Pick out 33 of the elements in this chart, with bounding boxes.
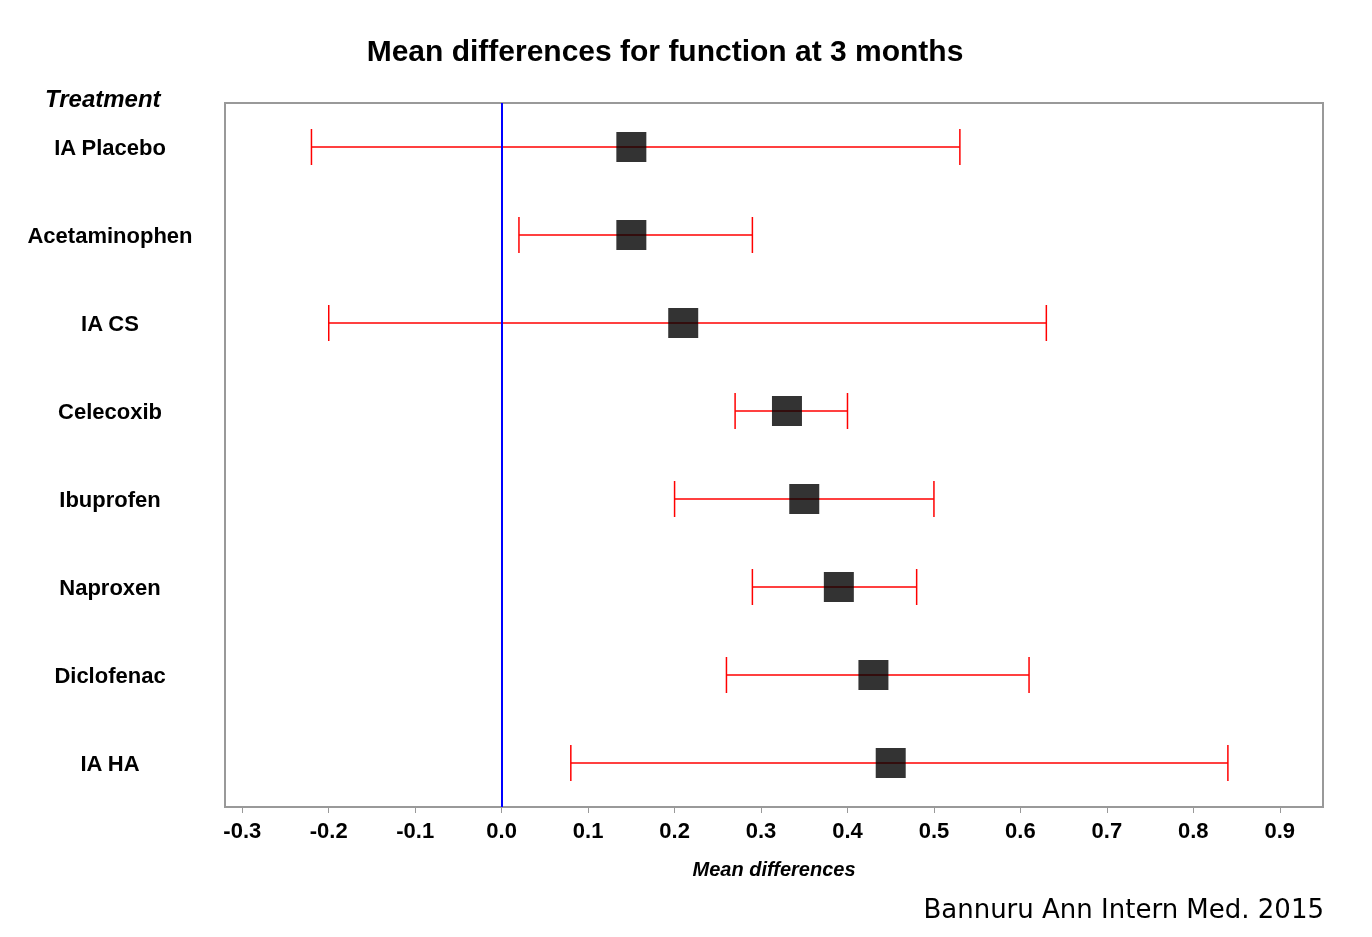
x-tick-label: 0.4 xyxy=(832,817,864,843)
point xyxy=(823,572,854,602)
point xyxy=(771,396,802,426)
point xyxy=(616,132,647,162)
x-tick-label: 0.0 xyxy=(486,817,517,843)
y-tick-label: Diclofenac xyxy=(54,662,166,688)
y-tick-label: Acetaminophen xyxy=(27,222,193,248)
point xyxy=(616,220,647,250)
y-tick-label: Naproxen xyxy=(59,574,161,600)
point xyxy=(858,660,889,690)
y-tick-label: IA HA xyxy=(80,750,140,776)
x-tick-label: -0.1 xyxy=(396,817,435,843)
x-tick-label: 0.1 xyxy=(572,817,604,843)
x-tick-label: 0.7 xyxy=(1091,817,1123,843)
y-tick-label: IA CS xyxy=(81,310,139,336)
y-tick-label: Celecoxib xyxy=(58,398,162,424)
text: Bannuru Ann Intern Med. 2015 xyxy=(923,894,1325,924)
x-tick-label: 0.9 xyxy=(1264,817,1296,843)
point xyxy=(668,308,699,338)
point xyxy=(789,484,820,514)
x-tick-label: 0.6 xyxy=(1005,817,1036,843)
y-tick-label: IA Placebo xyxy=(54,134,166,160)
x-axis-title: Mean differences xyxy=(692,858,856,880)
y-tick-label: Ibuprofen xyxy=(59,486,161,512)
x-tick-label: 0.3 xyxy=(745,817,777,843)
x-tick-label: -0.2 xyxy=(309,817,348,843)
x-tick-label: 0.5 xyxy=(918,817,950,843)
x-tick-label: -0.3 xyxy=(223,817,262,843)
x-tick-label: 0.2 xyxy=(659,817,690,843)
y-axis-title: Treatment xyxy=(45,84,162,112)
chart-title: Mean differences for function at 3 months xyxy=(366,33,964,67)
point xyxy=(875,748,906,778)
x-tick-label: 0.8 xyxy=(1178,817,1209,843)
